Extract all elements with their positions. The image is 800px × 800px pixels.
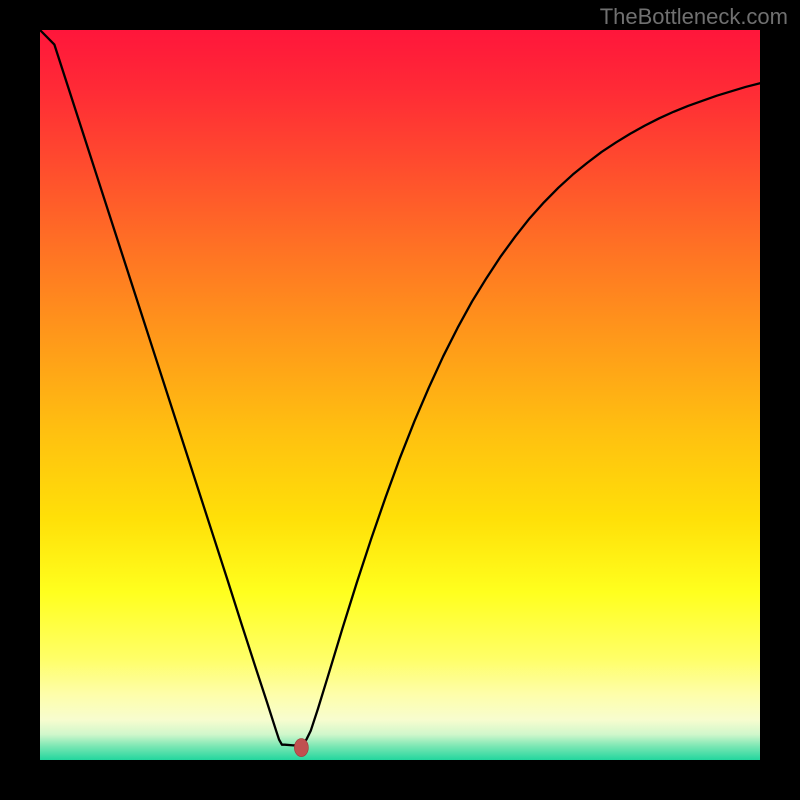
bottleneck-chart [0, 0, 800, 800]
watermark-text: TheBottleneck.com [600, 4, 788, 30]
optimal-point-marker [294, 739, 308, 757]
plot-background [40, 30, 760, 760]
chart-container: TheBottleneck.com [0, 0, 800, 800]
